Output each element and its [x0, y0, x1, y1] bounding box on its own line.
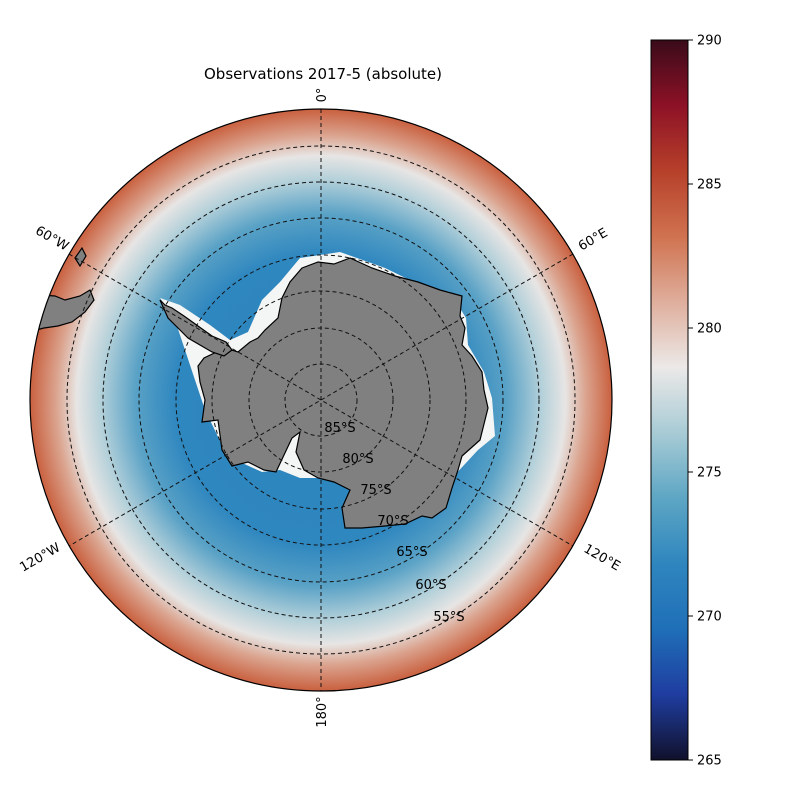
lat-label-75s: 75°S: [360, 483, 391, 498]
lon-label-60e: 60°E: [576, 226, 611, 255]
lon-label-180: 180°: [315, 696, 330, 727]
longitude-gridlines: [68, 109, 574, 691]
lon-label-60w: 60°W: [32, 223, 71, 254]
colorbar-tick-label: 290: [697, 34, 722, 49]
colorbar: 265 270 275 280 285 290: [650, 34, 722, 769]
colorbar-ticks: 265 270 275 280 285 290: [688, 34, 722, 769]
lon-label-0: 0°: [315, 88, 330, 103]
polar-map: [30, 109, 612, 691]
lat-label-60s: 60°S: [415, 578, 446, 593]
lat-label-55s: 55°S: [433, 610, 464, 625]
lat-label-80s: 80°S: [342, 452, 373, 467]
colorbar-tick-label: 265: [697, 754, 722, 769]
map-boundary: [29, 108, 613, 692]
antarctic-peninsula: [159, 299, 233, 357]
colorbar-tick-label: 285: [697, 178, 722, 193]
colorbar-tick-label: 270: [697, 610, 722, 625]
map-title: Observations 2017-5 (absolute): [204, 65, 442, 83]
lon-label-120e: 120°E: [581, 542, 623, 575]
lon-label-120w: 120°W: [17, 540, 63, 575]
antarctica: [197, 257, 489, 529]
colorbar-gradient: [650, 39, 689, 761]
south-america-island: [74, 246, 87, 268]
colorbar-tick-label: 280: [697, 322, 722, 337]
lat-label-85s: 85°S: [324, 421, 355, 436]
lat-label-70s: 70°S: [377, 514, 408, 529]
colorbar-tick-label: 275: [697, 466, 722, 481]
lat-label-65s: 65°S: [396, 545, 427, 560]
latitude-labels: 85°S 80°S 75°S 70°S 65°S 60°S 55°S: [324, 421, 464, 625]
